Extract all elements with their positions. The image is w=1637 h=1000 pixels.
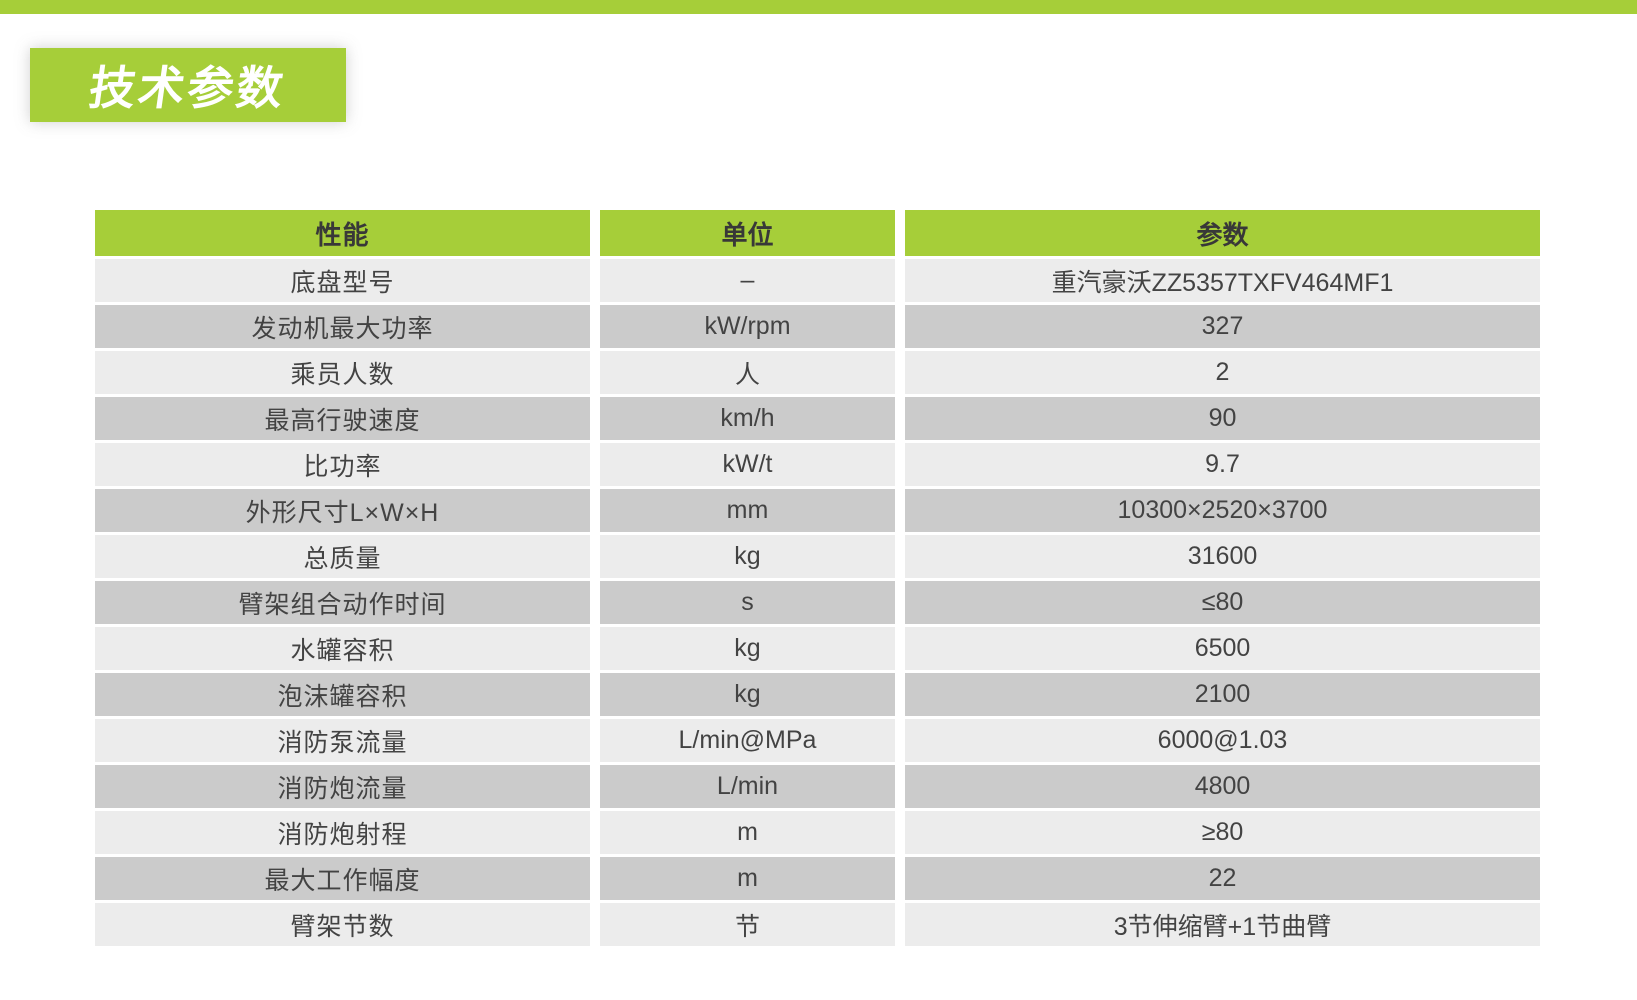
cell-parameter: 90	[905, 397, 1540, 440]
table-row: 最高行驶速度 km/h 90	[95, 397, 1540, 440]
cell-parameter: 重汽豪沃ZZ5357TXFV464MF1	[905, 259, 1540, 302]
cell-unit: km/h	[600, 397, 895, 440]
cell-performance: 消防泵流量	[95, 719, 590, 762]
cell-performance: 消防炮射程	[95, 811, 590, 854]
table-row: 臂架节数节 3节伸缩臂+1节曲臂	[95, 903, 1540, 946]
table-row: 消防泵流量 L/min@MPa 6000@1.03	[95, 719, 1540, 762]
cell-unit: kg	[600, 535, 895, 578]
cell-unit: 节	[600, 903, 895, 946]
table-row: 泡沫罐容积 kg 2100	[95, 673, 1540, 716]
page-title: 技术参数	[85, 62, 290, 114]
cell-parameter: 6500	[905, 627, 1540, 670]
cell-parameter: 2	[905, 351, 1540, 394]
cell-performance: 外形尺寸L×W×H	[95, 489, 590, 532]
table-row: 最大工作幅度 m 22	[95, 857, 1540, 900]
table-row: 底盘型号 – 重汽豪沃ZZ5357TXFV464MF1	[95, 259, 1540, 302]
cell-parameter: 3节伸缩臂+1节曲臂	[905, 903, 1540, 946]
cell-parameter: 2100	[905, 673, 1540, 716]
cell-unit: m	[600, 811, 895, 854]
section-title-box: 技术参数	[30, 48, 346, 122]
cell-performance: 比功率	[95, 443, 590, 486]
cell-unit: kg	[600, 627, 895, 670]
table-body: 底盘型号 – 重汽豪沃ZZ5357TXFV464MF1 发动机最大功率 kW/rpm 32…	[95, 259, 1540, 946]
cell-parameter: 4800	[905, 765, 1540, 808]
cell-unit: kW/rpm	[600, 305, 895, 348]
cell-unit: L/min	[600, 765, 895, 808]
cell-performance: 最高行驶速度	[95, 397, 590, 440]
cell-unit: m	[600, 857, 895, 900]
table-row: 消防炮射程 m ≥80	[95, 811, 1540, 854]
cell-parameter: 9.7	[905, 443, 1540, 486]
header-cell-parameter: 参数	[905, 210, 1540, 256]
header-cell-performance: 性能	[95, 210, 590, 256]
cell-performance: 泡沫罐容积	[95, 673, 590, 716]
cell-unit: kg	[600, 673, 895, 716]
cell-parameter: 22	[905, 857, 1540, 900]
cell-unit: L/min@MPa	[600, 719, 895, 762]
cell-performance: 发动机最大功率	[95, 305, 590, 348]
header-cell-unit: 单位	[600, 210, 895, 256]
cell-unit: 人	[600, 351, 895, 394]
cell-performance: 臂架节数	[95, 903, 590, 946]
table-row: 水罐容积 kg 6500	[95, 627, 1540, 670]
cell-parameter: 6000@1.03	[905, 719, 1540, 762]
cell-performance: 乘员人数	[95, 351, 590, 394]
table-header-row: 性能 单位 参数	[95, 210, 1540, 256]
cell-performance: 总质量	[95, 535, 590, 578]
page-top-accent-bar	[0, 0, 1637, 14]
cell-unit: –	[600, 259, 895, 302]
cell-parameter: 327	[905, 305, 1540, 348]
cell-unit: s	[600, 581, 895, 624]
cell-parameter: ≥80	[905, 811, 1540, 854]
table-row: 外形尺寸L×W×H mm 10300×2520×3700	[95, 489, 1540, 532]
cell-parameter: 10300×2520×3700	[905, 489, 1540, 532]
cell-performance: 最大工作幅度	[95, 857, 590, 900]
cell-parameter: 31600	[905, 535, 1540, 578]
spec-table: 性能 单位 参数 底盘型号 – 重汽豪沃ZZ5357TXFV464MF1 发动机最大功…	[95, 210, 1540, 949]
cell-unit: mm	[600, 489, 895, 532]
cell-performance: 底盘型号	[95, 259, 590, 302]
cell-unit: kW/t	[600, 443, 895, 486]
table-row: 比功率 kW/t 9.7	[95, 443, 1540, 486]
table-row: 总质量 kg 31600	[95, 535, 1540, 578]
cell-performance: 消防炮流量	[95, 765, 590, 808]
cell-parameter: ≤80	[905, 581, 1540, 624]
table-row: 乘员人数人 2	[95, 351, 1540, 394]
cell-performance: 水罐容积	[95, 627, 590, 670]
table-row: 臂架组合动作时间 s ≤80	[95, 581, 1540, 624]
table-row: 消防炮流量 L/min 4800	[95, 765, 1540, 808]
cell-performance: 臂架组合动作时间	[95, 581, 590, 624]
table-row: 发动机最大功率 kW/rpm 327	[95, 305, 1540, 348]
